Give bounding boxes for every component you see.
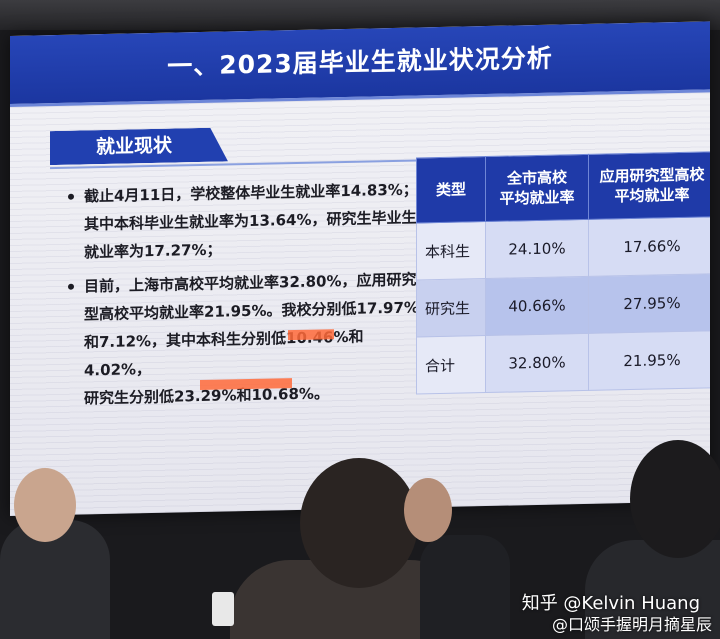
highlight-mark <box>288 329 334 341</box>
table-row: 合计 32.80% 21.95% <box>416 330 710 394</box>
table-cell: 24.10% <box>485 219 589 279</box>
table-cell: 21.95% <box>588 330 710 391</box>
table-row: 本科生 24.10% 17.66% <box>416 216 710 280</box>
highlight-mark <box>200 378 292 391</box>
table-header-row: 类型 全市高校 平均就业率 应用研究型高校 平均就业率 <box>416 151 710 223</box>
person-middle-head <box>404 478 452 542</box>
table-cell: 32.80% <box>485 333 589 393</box>
paragraph-2-line: 和7.12%，其中本科生分别低10.46%和4.02%， <box>84 327 364 380</box>
slide-title-banner: 一、2023届毕业生就业状况分析 <box>10 21 710 107</box>
table-header-applied-avg: 应用研究型高校 平均就业率 <box>588 151 710 220</box>
person-left-head <box>14 468 76 542</box>
person-right-body <box>585 540 720 639</box>
table-cell: 研究生 <box>416 278 486 337</box>
table-cell: 本科生 <box>416 221 486 280</box>
paragraph-1-line: 就业率为17.27%； <box>84 240 222 262</box>
person-center-head <box>300 458 418 588</box>
paragraph-2: 目前，上海市高校平均就业率32.80%，应用研究 型高校平均就业率21.95%。… <box>68 265 424 412</box>
table-cell: 40.66% <box>485 276 589 336</box>
cup <box>212 592 234 626</box>
section-tag: 就业现状 <box>50 127 228 165</box>
table-row: 研究生 40.66% 27.95% <box>416 273 710 337</box>
table-header-type: 类型 <box>416 156 486 223</box>
slide-title: 一、2023届毕业生就业状况分析 <box>167 43 553 81</box>
person-right-head <box>630 440 720 558</box>
table-cell: 合计 <box>416 335 486 394</box>
paragraph-1: 截止4月11日，学校整体毕业生就业率14.83%； 其中本科毕业生就业率为13.… <box>68 175 424 266</box>
person-middle-body <box>420 535 510 639</box>
employment-rate-table: 类型 全市高校 平均就业率 应用研究型高校 平均就业率 本科生 24.10% 1… <box>416 151 710 394</box>
projection-screen: 一、2023届毕业生就业状况分析 就业现状 截止4月11日，学校整体毕业生就业率… <box>10 21 710 516</box>
weibo-watermark: @口颂手握明月摘星辰 <box>551 615 712 634</box>
table-cell: 27.95% <box>588 273 710 334</box>
table-header-city-avg: 全市高校 平均就业率 <box>485 154 589 222</box>
zhihu-watermark: 知乎 @Kelvin Huang <box>521 593 700 614</box>
table-cell: 17.66% <box>588 216 710 277</box>
